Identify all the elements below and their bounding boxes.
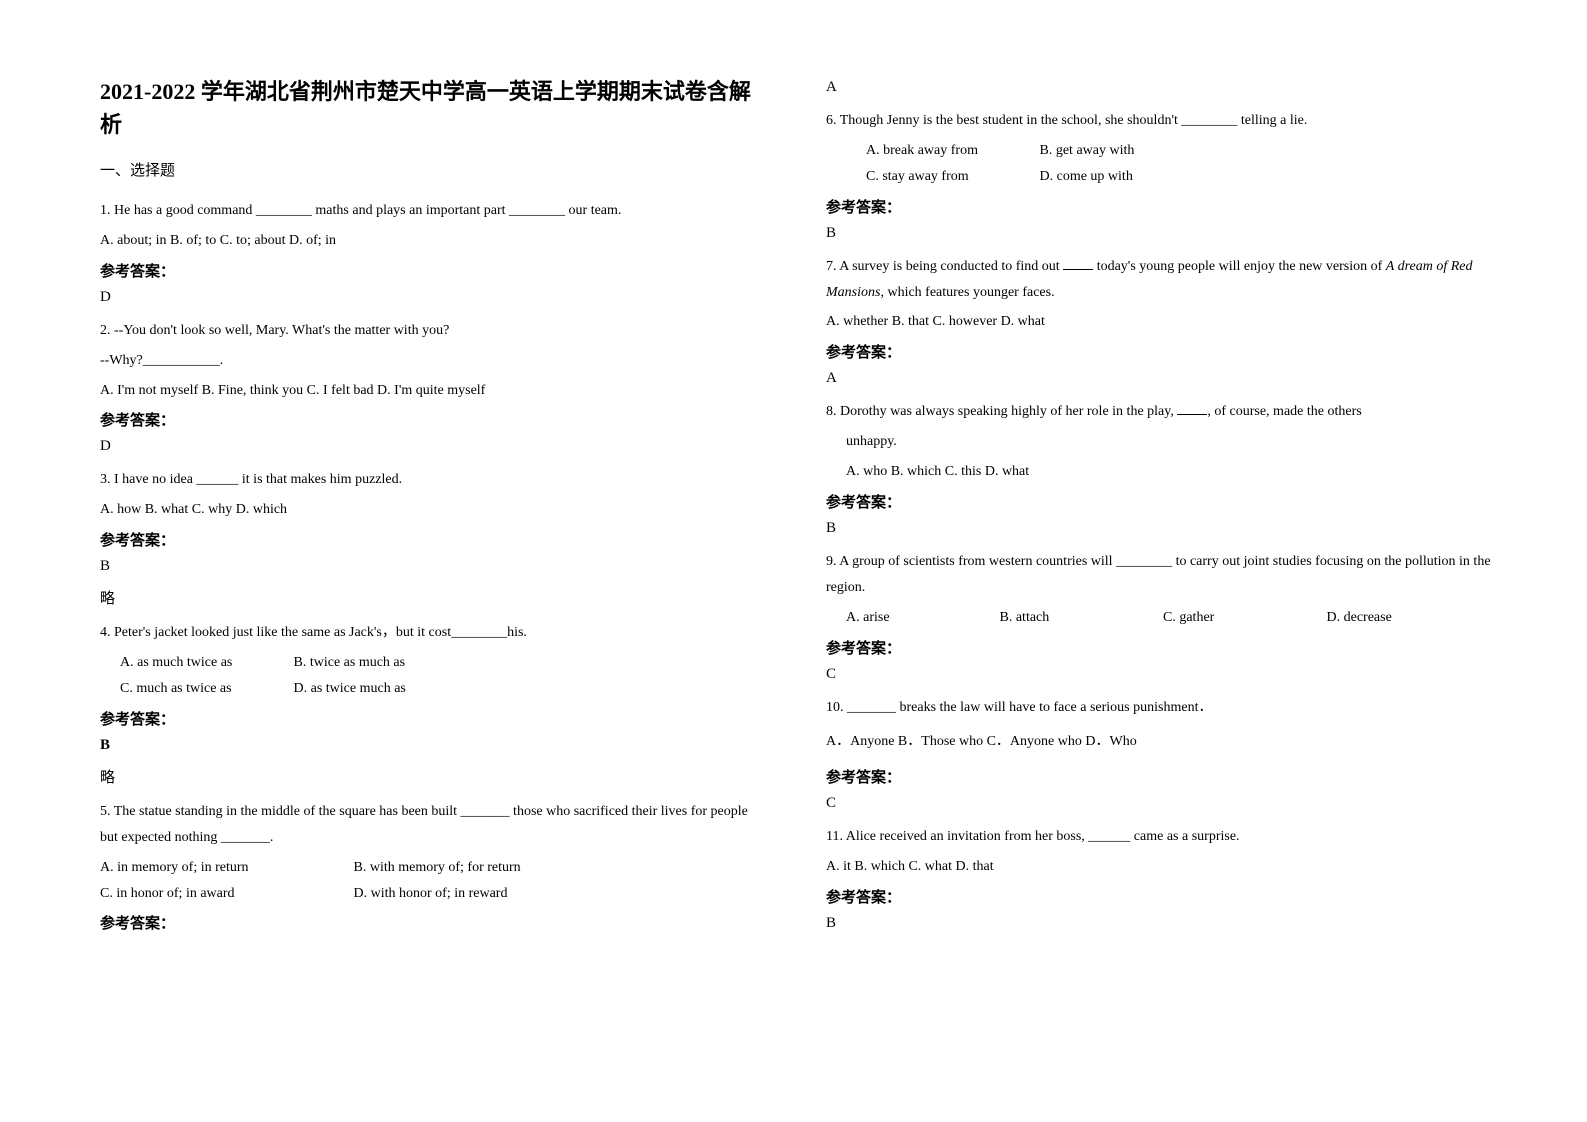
q1-stem: 1. He has a good command ________ maths … <box>100 198 766 224</box>
q5-opts-row2: C. in honor of; in award D. with honor o… <box>100 881 766 907</box>
q4-ans: B <box>100 737 766 754</box>
q9-opts-row: A. arise B. attach C. gather D. decrease <box>826 605 1492 631</box>
q7-ans: A <box>826 370 1492 387</box>
q8-options: A. who B. which C. this D. what <box>826 459 1492 485</box>
q11-options: A. it B. which C. what D. that <box>826 854 1492 880</box>
q9-optC: C. gather <box>1163 605 1323 631</box>
q6-stem: 6. Though Jenny is the best student in t… <box>826 108 1492 134</box>
q5-optA: A. in memory of; in return <box>100 855 350 881</box>
q6-optC: C. stay away from <box>866 164 1036 190</box>
q10-ans: C <box>826 795 1492 812</box>
q10-options: A．Anyone B．Those who C．Anyone who D．Who <box>826 729 1492 755</box>
page-root: 2021-2022 学年湖北省荆州市楚天中学高一英语上学期期末试卷含解析 一、选… <box>0 0 1587 984</box>
q9-optD: D. decrease <box>1327 605 1392 631</box>
q7-options: A. whether B. that C. however D. what <box>826 309 1492 335</box>
right-column: A 6. Though Jenny is the best student in… <box>826 75 1492 944</box>
q5-opts-row1: A. in memory of; in return B. with memor… <box>100 855 766 881</box>
q4-optA: A. as much twice as <box>120 650 290 676</box>
q6-opts-row2: C. stay away from D. come up with <box>826 164 1492 190</box>
q5-optC: C. in honor of; in award <box>100 881 350 907</box>
doc-title: 2021-2022 学年湖北省荆州市楚天中学高一英语上学期期末试卷含解析 <box>100 75 766 141</box>
q4-optC: C. much as twice as <box>120 676 290 702</box>
q11-stem: 11. Alice received an invitation from he… <box>826 824 1492 850</box>
q11-ans: B <box>826 915 1492 932</box>
q2-stem: 2. --You don't look so well, Mary. What'… <box>100 318 766 344</box>
q2-ans-label: 参考答案： <box>100 409 766 430</box>
q9-stem: 9. A group of scientists from western co… <box>826 549 1492 601</box>
q8-blank <box>1177 400 1207 415</box>
q3-omit: 略 <box>100 587 766 608</box>
q7-stem-d: , which features younger faces. <box>880 285 1054 300</box>
q4-optB: B. twice as much as <box>294 650 406 676</box>
q8-stem-c: unhappy. <box>826 429 1492 455</box>
q4-opts-row2: C. much as twice as D. as twice much as <box>100 676 766 702</box>
q7-stem-a: 7. A survey is being conducted to find o… <box>826 259 1063 274</box>
q9-ans: C <box>826 666 1492 683</box>
q6-ans: B <box>826 225 1492 242</box>
q6-optB: B. get away with <box>1040 138 1135 164</box>
q3-ans-label: 参考答案： <box>100 529 766 550</box>
q9-optB: B. attach <box>1000 605 1160 631</box>
q1-options: A. about; in B. of; to C. to; about D. o… <box>100 228 766 254</box>
q4-ans-label: 参考答案： <box>100 708 766 729</box>
q8-ans-label: 参考答案： <box>826 491 1492 512</box>
q5-optB: B. with memory of; for return <box>354 855 521 881</box>
q6-optA: A. break away from <box>866 138 1036 164</box>
q7-stem-b: today's young people will enjoy the new … <box>1093 259 1386 274</box>
q5-ans-label: 参考答案： <box>100 912 766 933</box>
q9-ans-label: 参考答案： <box>826 637 1492 658</box>
q3-ans: B <box>100 558 766 575</box>
q8-stem-a: 8. Dorothy was always speaking highly of… <box>826 404 1177 419</box>
q7-ans-label: 参考答案： <box>826 341 1492 362</box>
q1-ans: D <box>100 289 766 306</box>
q4-optD: D. as twice much as <box>294 676 406 702</box>
q4-stem: 4. Peter's jacket looked just like the s… <box>100 620 766 646</box>
q7-stem: 7. A survey is being conducted to find o… <box>826 254 1492 306</box>
q5-stem: 5. The statue standing in the middle of … <box>100 799 766 851</box>
q9-optA: A. arise <box>846 605 996 631</box>
section-heading: 一、选择题 <box>100 159 766 180</box>
q6-ans-label: 参考答案： <box>826 196 1492 217</box>
q2-stem2: --Why?___________. <box>100 348 766 374</box>
q4-omit: 略 <box>100 766 766 787</box>
q8-ans: B <box>826 520 1492 537</box>
q4-opts-row1: A. as much twice as B. twice as much as <box>100 650 766 676</box>
q8-stem: 8. Dorothy was always speaking highly of… <box>826 399 1492 425</box>
q2-options: A. I'm not myself B. Fine, think you C. … <box>100 378 766 404</box>
q3-options: A. how B. what C. why D. which <box>100 497 766 523</box>
q10-ans-label: 参考答案： <box>826 766 1492 787</box>
q6-optD: D. come up with <box>1040 164 1133 190</box>
q5-ans: A <box>826 79 1492 96</box>
q8-stem-b: , of course, made the others <box>1207 404 1361 419</box>
q3-stem: 3. I have no idea ______ it is that make… <box>100 467 766 493</box>
q6-opts-row1: A. break away from B. get away with <box>826 138 1492 164</box>
q1-ans-label: 参考答案： <box>100 260 766 281</box>
left-column: 2021-2022 学年湖北省荆州市楚天中学高一英语上学期期末试卷含解析 一、选… <box>100 75 766 944</box>
q11-ans-label: 参考答案： <box>826 886 1492 907</box>
q5-optD: D. with honor of; in reward <box>354 881 508 907</box>
q7-blank <box>1063 255 1093 270</box>
q10-stem: 10. _______ breaks the law will have to … <box>826 695 1492 721</box>
q2-ans: D <box>100 438 766 455</box>
